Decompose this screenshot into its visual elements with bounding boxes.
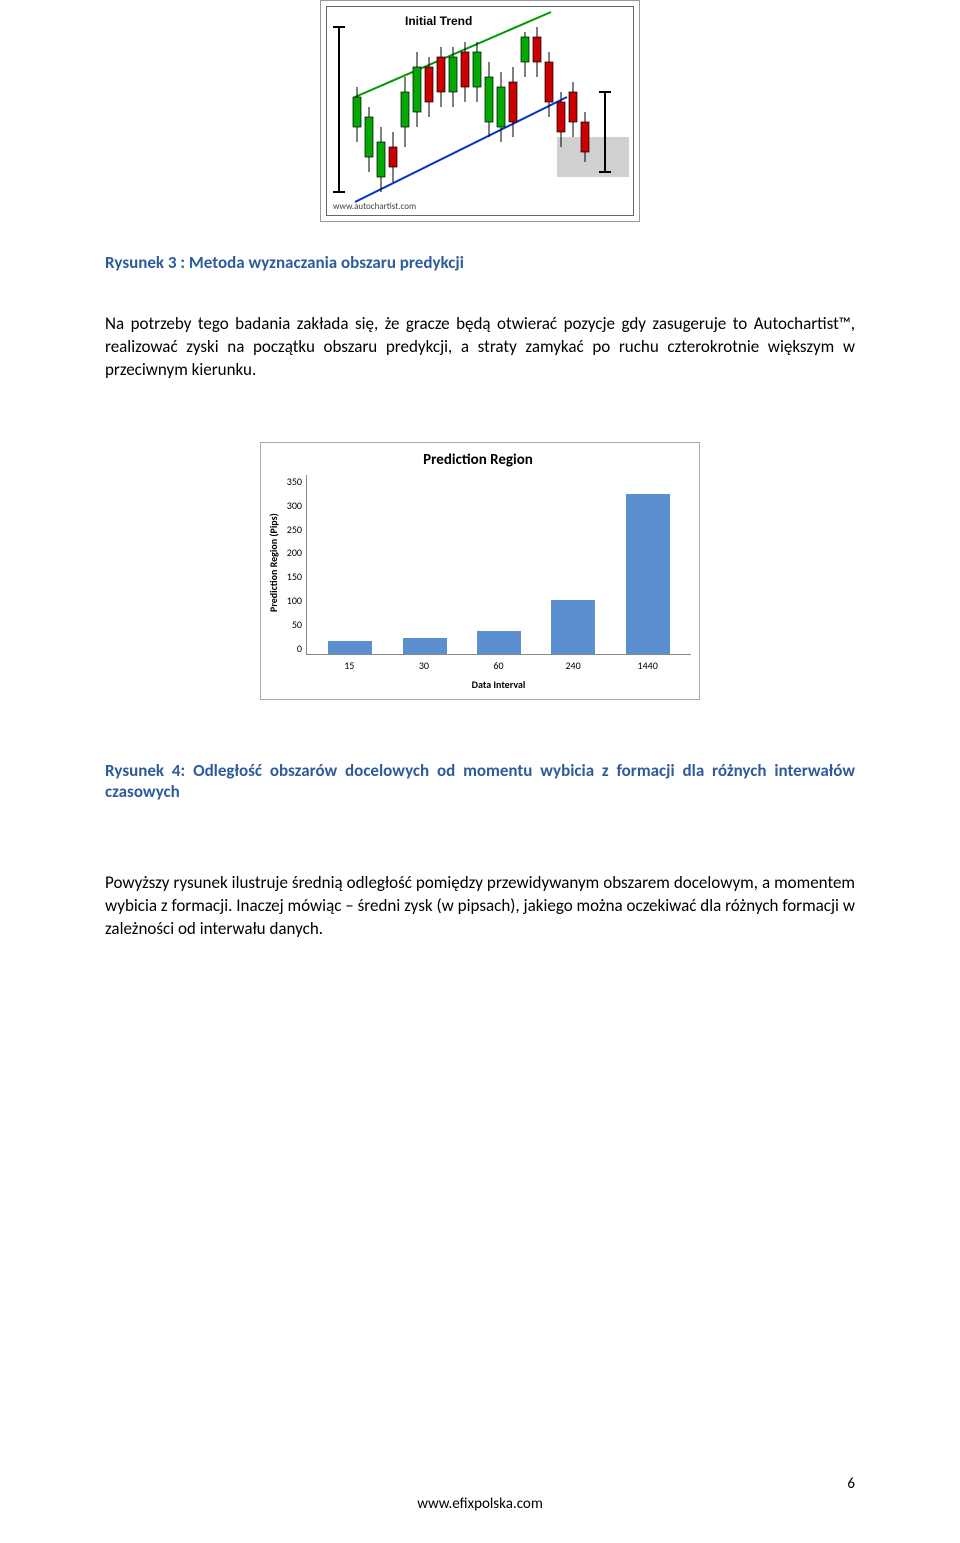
x-ticks: 15 30 60 240 1440 <box>306 655 691 672</box>
y-tick: 300 <box>280 499 302 512</box>
figure3-caption: Rysunek 3 : Metoda wyznaczania obszaru p… <box>105 252 855 273</box>
y-tick: 50 <box>280 618 302 631</box>
bar-plot <box>306 475 691 655</box>
bar <box>328 641 372 654</box>
candlestick-figure-frame: Initial Trend www.autochartist.com <box>320 0 640 222</box>
plot-region: 15 30 60 240 1440 Data Interval <box>306 475 691 691</box>
y-ticks: 350 300 250 200 150 100 50 0 <box>280 475 306 655</box>
barchart-frame: Prediction Region Prediction Region (Pip… <box>260 442 700 700</box>
page-number: 6 <box>847 1475 855 1493</box>
y-tick: 100 <box>280 594 302 607</box>
x-tick: 60 <box>476 659 520 672</box>
x-tick: 30 <box>402 659 446 672</box>
y-tick: 0 <box>280 642 302 655</box>
bar <box>551 600 595 654</box>
x-tick: 240 <box>551 659 595 672</box>
y-tick: 250 <box>280 523 302 536</box>
y-axis-label: Prediction Region (Pips) <box>265 475 280 691</box>
x-tick: 1440 <box>626 659 670 672</box>
y-tick: 150 <box>280 570 302 583</box>
candlestick-svg: Initial Trend <box>327 7 633 215</box>
barchart-area: Prediction Region (Pips) 350300250200150… <box>265 475 691 691</box>
x-axis-label: Data Interval <box>306 678 691 691</box>
y-tick: 350 <box>280 475 302 488</box>
figure4-caption: Rysunek 4: Odległość obszarów docelowych… <box>105 760 855 802</box>
bar <box>477 631 521 654</box>
bar <box>403 638 447 653</box>
x-tick: 15 <box>327 659 371 672</box>
barchart-title: Prediction Region <box>265 451 691 469</box>
paragraph-1: Na potrzeby tego badania zakłada się, że… <box>105 313 855 382</box>
y-tick: 200 <box>280 546 302 559</box>
chart-watermark: www.autochartist.com <box>333 201 416 212</box>
bar <box>626 494 670 653</box>
candlestick-chart: Initial Trend www.autochartist.com <box>326 6 634 216</box>
svg-text:Initial Trend: Initial Trend <box>405 14 472 28</box>
paragraph-2: Powyższy rysunek ilustruje średnią odleg… <box>105 872 855 941</box>
footer-url: www.efixpolska.com <box>0 1495 960 1513</box>
